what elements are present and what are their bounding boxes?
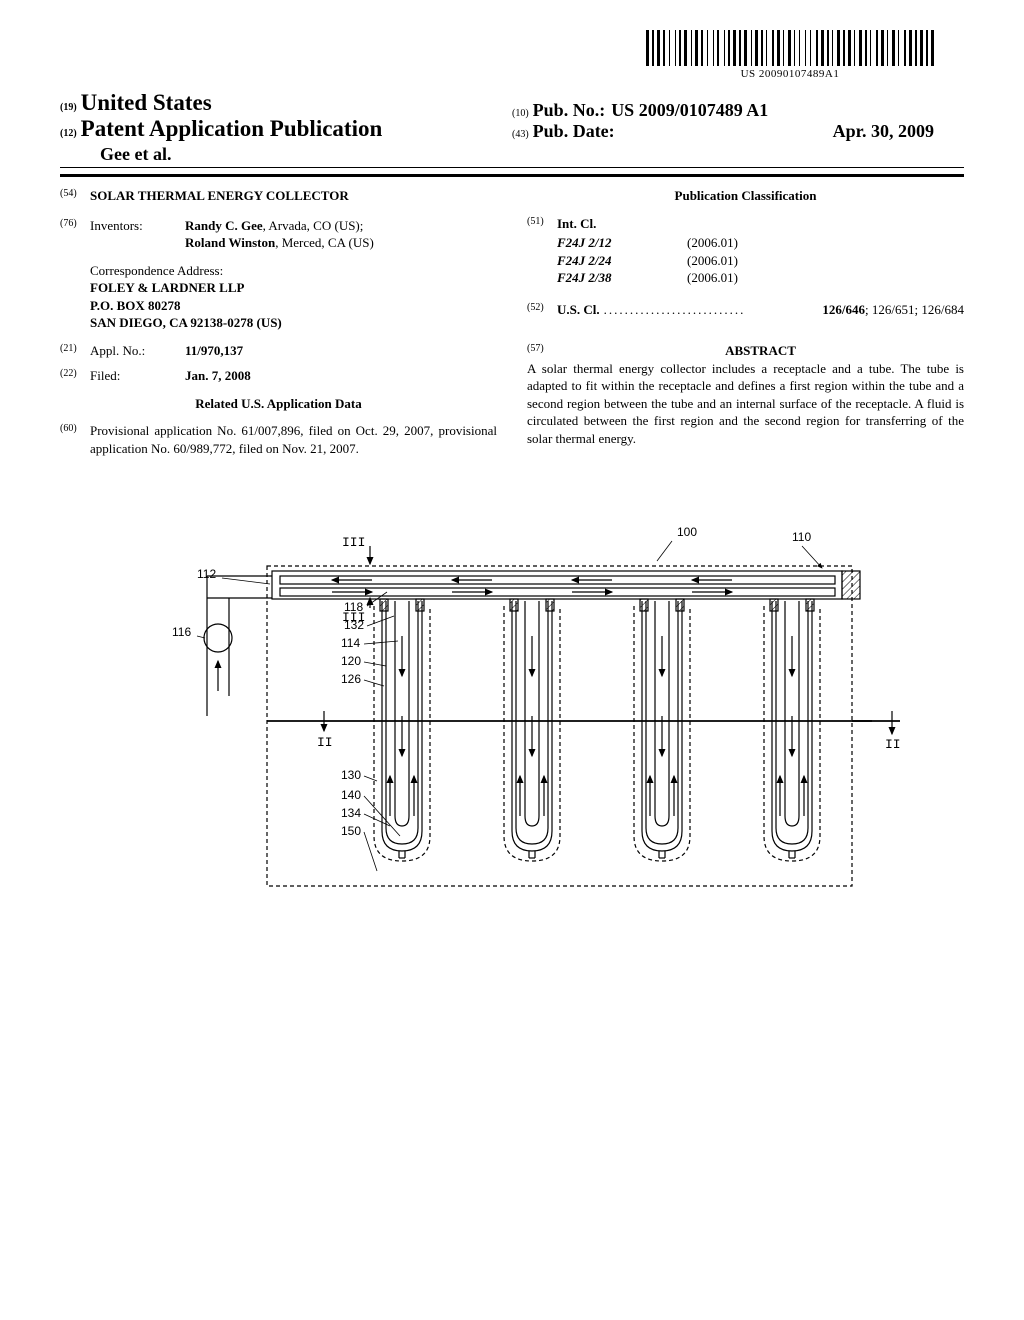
uscl-values: 126/646; 126/651; 126/684	[822, 301, 964, 319]
svg-text:140: 140	[341, 788, 361, 802]
appl-value: 11/970,137	[185, 342, 243, 360]
svg-text:120: 120	[341, 654, 361, 668]
intcl-item: F24J 2/24(2006.01)	[557, 252, 964, 270]
inventors-row: (76) Inventors: Randy C. Gee, Arvada, CO…	[60, 217, 497, 252]
intcl-num: (51)	[527, 215, 557, 233]
correspondence-block: Correspondence Address: FOLEY & LARDNER …	[90, 262, 497, 332]
pub-no-label: Pub. No.:	[533, 100, 606, 120]
country-num: (19)	[60, 102, 77, 113]
filed-label: Filed:	[90, 367, 185, 385]
barcode-lines	[646, 30, 934, 66]
intcl-item: F24J 2/38(2006.01)	[557, 269, 964, 287]
corr-line2: P.O. BOX 80278	[90, 297, 497, 315]
authors: Gee et al.	[100, 144, 512, 165]
intcl-list: F24J 2/12(2006.01)F24J 2/24(2006.01)F24J…	[527, 234, 964, 287]
svg-text:110: 110	[792, 530, 811, 544]
pub-no-line: (10) Pub. No.:US 2009/0107489 A1	[512, 100, 964, 121]
intcl-header-row: (51) Int. Cl.	[527, 215, 964, 233]
uscl-num: (52)	[527, 301, 557, 319]
barcode: US 20090107489A1	[646, 30, 934, 80]
corr-line1: FOLEY & LARDNER LLP	[90, 279, 497, 297]
appl-num: (21)	[60, 342, 90, 360]
svg-text:100: 100	[677, 525, 697, 539]
header-row: (19) United States (12) Patent Application…	[60, 90, 964, 142]
barcode-area: US 20090107489A1	[60, 30, 964, 82]
pub-type-num: (12)	[60, 128, 77, 139]
barcode-text: US 20090107489A1	[646, 68, 934, 80]
filed-row: (22) Filed: Jan. 7, 2008	[60, 367, 497, 385]
abstract-text: A solar thermal energy collector include…	[527, 360, 964, 448]
header-right: (10) Pub. No.:US 2009/0107489 A1 (43) Pub.…	[512, 100, 964, 142]
related-text: Provisional application No. 61/007,896, …	[90, 422, 497, 457]
pub-type: Patent Application Publication	[81, 116, 383, 141]
abstract-num: (57)	[527, 342, 557, 360]
inventors-num: (76)	[60, 217, 90, 252]
pub-no-num: (10)	[512, 108, 529, 119]
header-left: (19) United States (12) Patent Application…	[60, 90, 512, 142]
country-line: (19) United States	[60, 90, 512, 116]
appl-row: (21) Appl. No.: 11/970,137	[60, 342, 497, 360]
title-row: (54) SOLAR THERMAL ENERGY COLLECTOR	[60, 187, 497, 205]
uscl-row: (52) U.S. Cl. ..........................…	[527, 301, 964, 319]
abstract-heading: ABSTRACT	[557, 342, 964, 360]
biblio-columns: (54) SOLAR THERMAL ENERGY COLLECTOR (76)…	[60, 187, 964, 466]
figure-area: IIIIIIIIII100110112116118132114120126130…	[60, 516, 964, 916]
inventors-value: Randy C. Gee, Arvada, CO (US); Roland Wi…	[185, 217, 374, 252]
filed-value: Jan. 7, 2008	[185, 367, 251, 385]
pub-date-num: (43)	[512, 129, 529, 140]
svg-text:130: 130	[341, 768, 361, 782]
pub-date-line: (43) Pub. Date: Apr. 30, 2009	[512, 121, 964, 142]
svg-text:114: 114	[341, 636, 360, 650]
svg-text:116: 116	[172, 625, 191, 639]
intcl-label: Int. Cl.	[557, 215, 596, 233]
abstract-heading-row: (57) ABSTRACT	[527, 342, 964, 360]
hr-thick	[60, 174, 964, 177]
filed-num: (22)	[60, 367, 90, 385]
intcl-item: F24J 2/12(2006.01)	[557, 234, 964, 252]
corr-label: Correspondence Address:	[90, 262, 497, 280]
svg-text:150: 150	[341, 824, 361, 838]
related-heading: Related U.S. Application Data	[60, 395, 497, 413]
svg-text:II: II	[317, 735, 333, 750]
uscl-dots: ...........................	[604, 301, 819, 319]
classification-heading: Publication Classification	[527, 187, 964, 205]
patent-figure: IIIIIIIIII100110112116118132114120126130…	[102, 516, 922, 916]
left-column: (54) SOLAR THERMAL ENERGY COLLECTOR (76)…	[60, 187, 497, 466]
corr-line3: SAN DIEGO, CA 92138-0278 (US)	[90, 314, 497, 332]
hr-thin	[60, 167, 964, 168]
title-num: (54)	[60, 187, 90, 205]
pub-date-label: Pub. Date:	[533, 121, 615, 141]
authors-row: Gee et al.	[60, 144, 964, 165]
svg-text:126: 126	[341, 672, 361, 686]
uscl-label: U.S. Cl.	[557, 301, 600, 319]
inventors-label: Inventors:	[90, 217, 185, 252]
appl-label: Appl. No.:	[90, 342, 185, 360]
svg-text:134: 134	[341, 806, 361, 820]
title-value: SOLAR THERMAL ENERGY COLLECTOR	[90, 187, 349, 205]
right-column: Publication Classification (51) Int. Cl.…	[527, 187, 964, 466]
svg-text:118: 118	[344, 600, 363, 614]
svg-text:132: 132	[344, 618, 364, 632]
pub-no-value: US 2009/0107489 A1	[611, 100, 768, 120]
related-row: (60) Provisional application No. 61/007,…	[60, 422, 497, 457]
svg-text:112: 112	[197, 567, 216, 581]
pub-type-line: (12) Patent Application Publication	[60, 116, 512, 142]
pub-date-value: Apr. 30, 2009	[833, 121, 964, 142]
svg-text:II: II	[885, 737, 901, 752]
country: United States	[81, 90, 212, 115]
svg-text:III: III	[342, 535, 365, 550]
related-num: (60)	[60, 422, 90, 457]
